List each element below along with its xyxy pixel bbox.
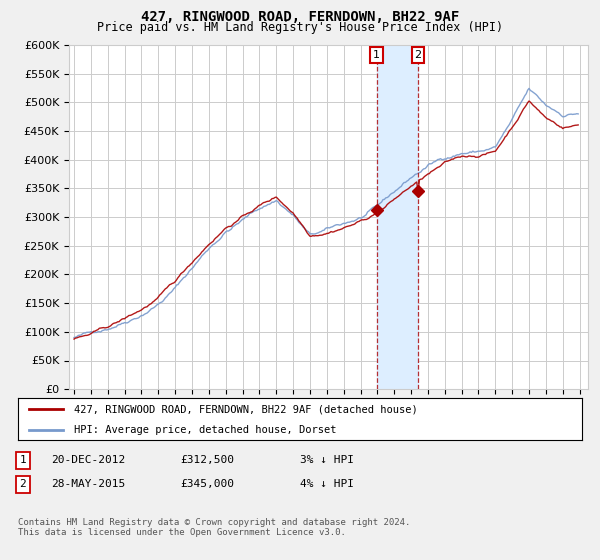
Text: 1: 1 xyxy=(19,455,26,465)
Text: 427, RINGWOOD ROAD, FERNDOWN, BH22 9AF (detached house): 427, RINGWOOD ROAD, FERNDOWN, BH22 9AF (… xyxy=(74,404,418,414)
Text: £345,000: £345,000 xyxy=(180,479,234,489)
Text: 3% ↓ HPI: 3% ↓ HPI xyxy=(300,455,354,465)
Text: HPI: Average price, detached house, Dorset: HPI: Average price, detached house, Dors… xyxy=(74,426,337,435)
Text: 427, RINGWOOD ROAD, FERNDOWN, BH22 9AF: 427, RINGWOOD ROAD, FERNDOWN, BH22 9AF xyxy=(141,10,459,24)
Text: 4% ↓ HPI: 4% ↓ HPI xyxy=(300,479,354,489)
Text: 20-DEC-2012: 20-DEC-2012 xyxy=(51,455,125,465)
Text: 28-MAY-2015: 28-MAY-2015 xyxy=(51,479,125,489)
Text: 1: 1 xyxy=(373,50,380,60)
Text: 2: 2 xyxy=(415,50,422,60)
Text: Price paid vs. HM Land Registry's House Price Index (HPI): Price paid vs. HM Land Registry's House … xyxy=(97,21,503,34)
Text: £312,500: £312,500 xyxy=(180,455,234,465)
Text: 2: 2 xyxy=(19,479,26,489)
Bar xyxy=(377,45,418,389)
Text: Contains HM Land Registry data © Crown copyright and database right 2024.
This d: Contains HM Land Registry data © Crown c… xyxy=(18,518,410,538)
